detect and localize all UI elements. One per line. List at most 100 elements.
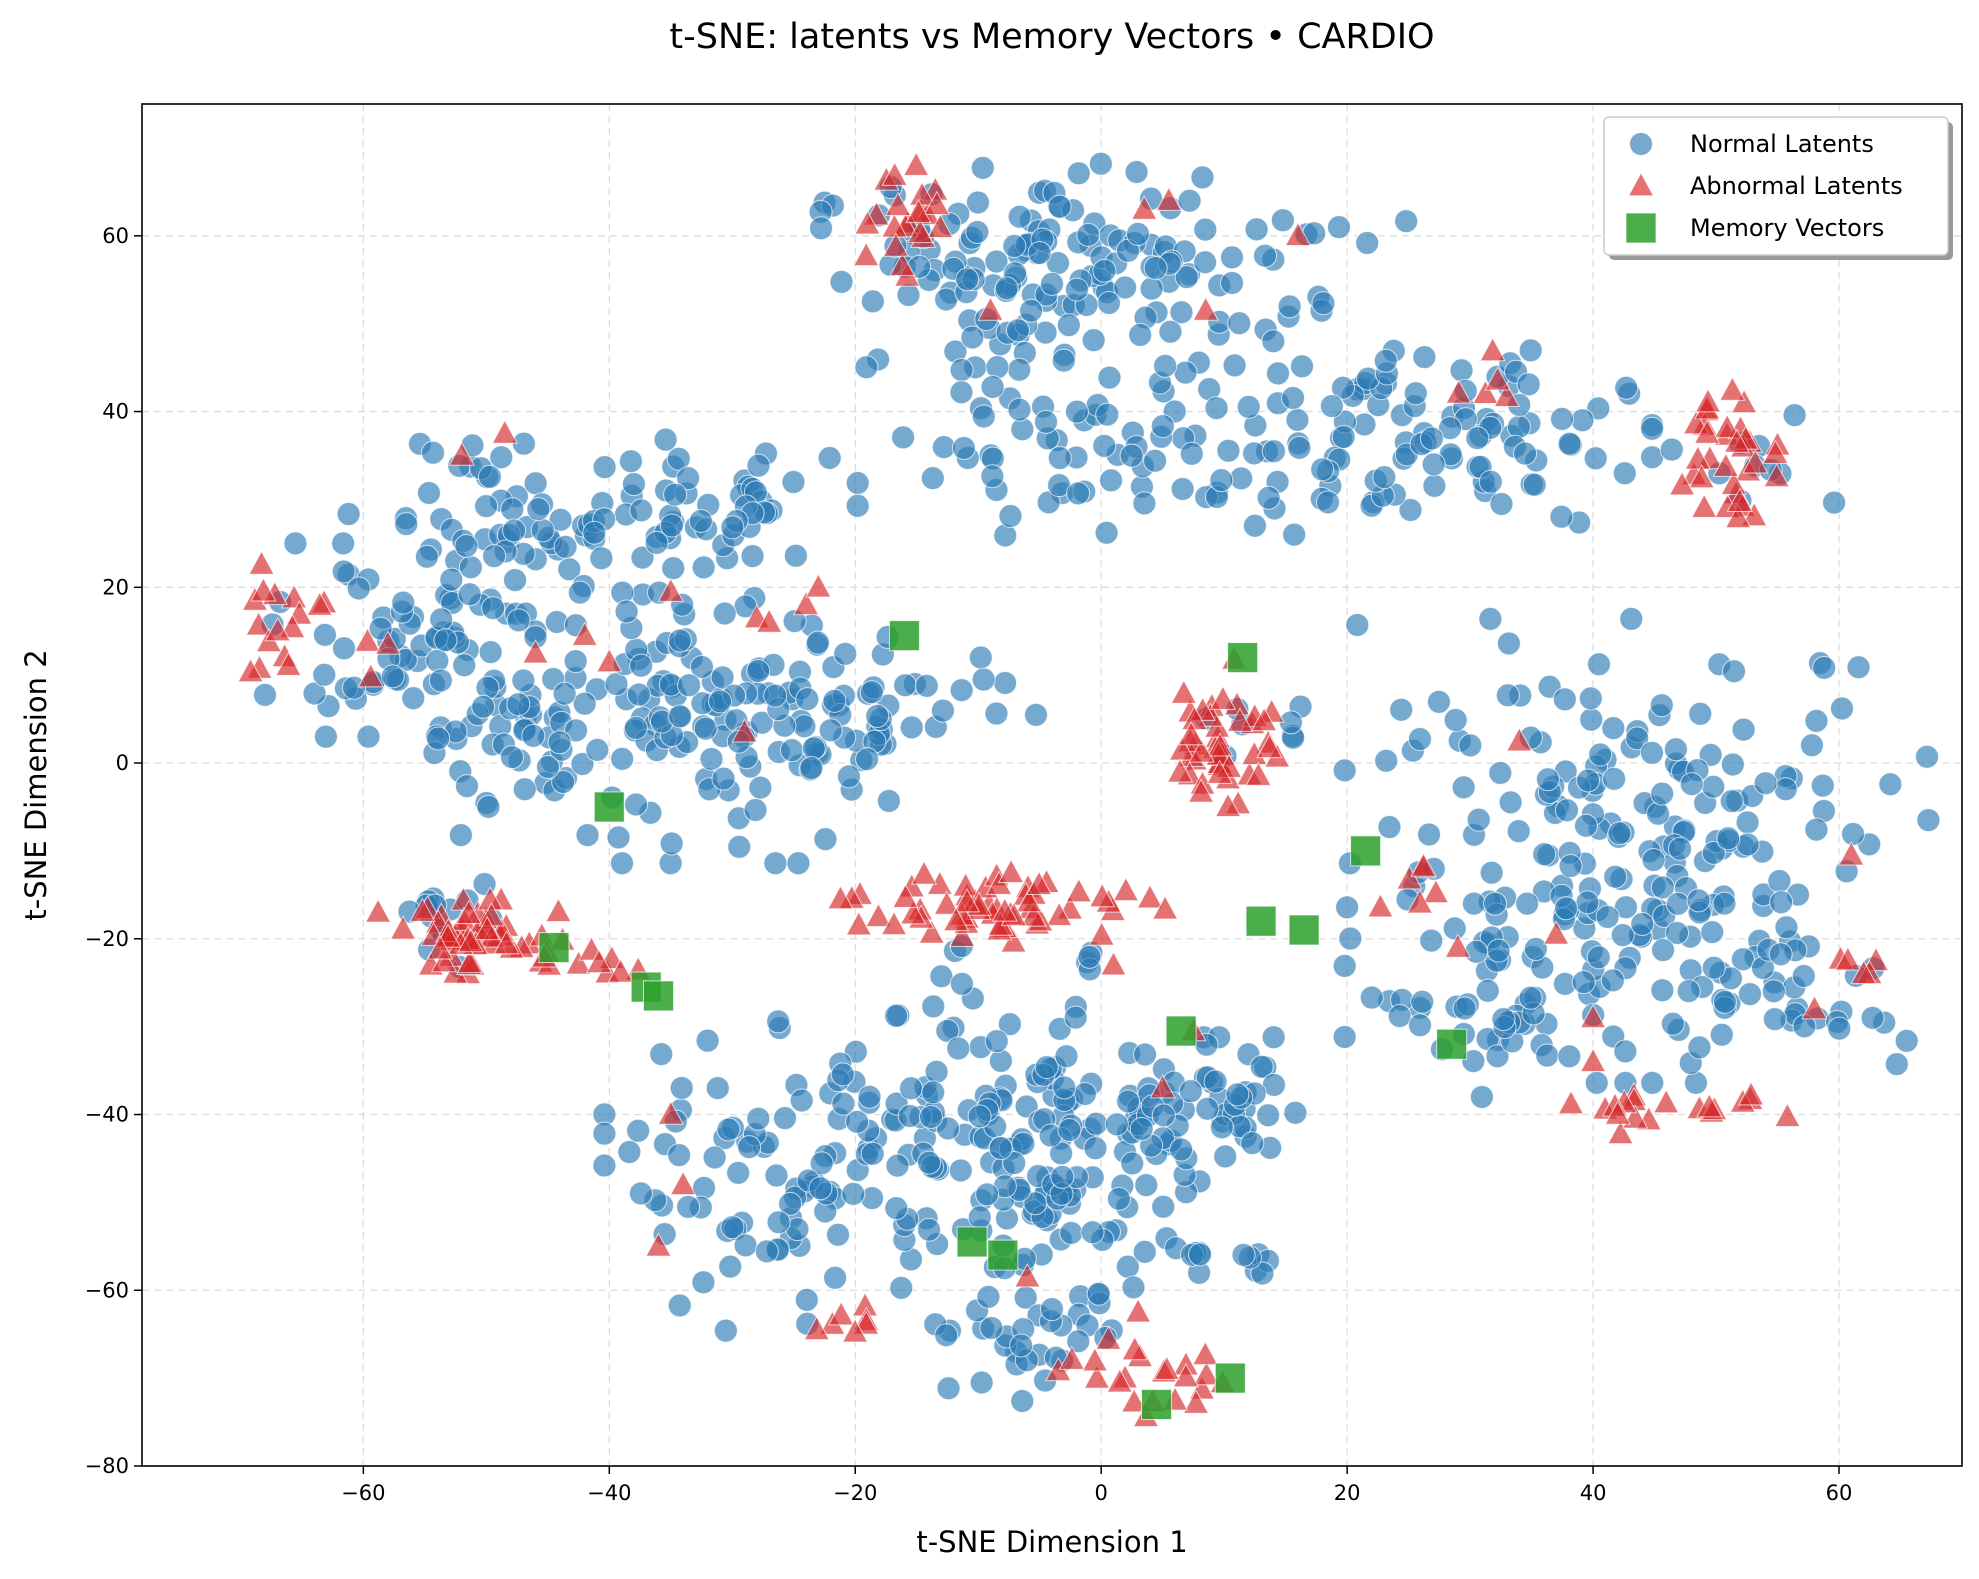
normal-latent-point [1086, 1281, 1111, 1306]
abnormal-latent-point [456, 948, 483, 974]
abnormal-latent-point [1106, 1368, 1133, 1393]
normal-latent-point [949, 678, 974, 703]
normal-latent-point [1646, 801, 1671, 826]
abnormal-latent-point [645, 1232, 672, 1257]
normal-latent-point [1603, 864, 1628, 889]
normal-latent-point [917, 1150, 942, 1175]
abnormal-latent-point [1170, 679, 1197, 704]
normal-latent-point [914, 673, 939, 698]
normal-latent-point [1169, 1137, 1194, 1162]
normal-latent-point [994, 276, 1019, 301]
normal-latent-point [1458, 733, 1483, 758]
normal-latent-point [1761, 979, 1786, 1004]
abnormal-latent-point [1192, 296, 1219, 321]
normal-latent-point [1064, 399, 1089, 424]
normal-latent-point [893, 673, 918, 698]
abnormal-latent-point [1694, 388, 1722, 413]
normal-latent-point [659, 513, 684, 538]
normal-latent-point [1570, 408, 1595, 433]
normal-latent-point [1478, 469, 1503, 494]
normal-latent-point [521, 723, 546, 748]
normal-latent-point [955, 267, 980, 292]
abnormal-latent-point [1015, 887, 1043, 913]
abnormal-latent-point [545, 897, 572, 923]
normal-latent-point [1177, 188, 1202, 213]
normal-latent-point [1377, 815, 1402, 840]
abnormal-latent-point [1484, 366, 1511, 391]
normal-latent-point [1464, 939, 1489, 964]
abnormal-latent-point [1725, 503, 1752, 529]
normal-latent-point [857, 1084, 882, 1109]
normal-latent-point [564, 718, 589, 743]
normal-latent-point [1009, 1333, 1034, 1358]
abnormal-latent-point [1089, 882, 1116, 908]
normal-latent-point [1129, 1116, 1154, 1141]
normal-latent-point [708, 689, 733, 714]
abnormal-latent-point [1604, 1100, 1631, 1125]
normal-latent-point [1830, 696, 1855, 721]
normal-latent-point [1619, 606, 1644, 631]
normal-latent-point [624, 792, 649, 817]
normal-latent-point [1625, 726, 1650, 751]
normal-latent-point [1220, 270, 1245, 295]
x-tick-label: 0 [1095, 1481, 1108, 1505]
normal-latent-point [897, 1104, 922, 1129]
normal-latent-point [1846, 655, 1871, 680]
normal-latent-point [949, 380, 974, 405]
normal-latent-point [1583, 446, 1608, 471]
normal-latent-point [699, 746, 724, 771]
abnormal-latent-point [493, 929, 520, 955]
normal-latent-point [391, 590, 416, 615]
legend-label-abnormal: Abnormal Latents [1690, 172, 1903, 200]
normal-latent-point [1478, 606, 1503, 631]
normal-latent-point [668, 704, 693, 729]
normal-latent-point [1660, 1011, 1685, 1036]
normal-latent-point [1227, 311, 1252, 336]
normal-latent-point [1768, 942, 1793, 967]
normal-latent-point [1283, 1100, 1308, 1125]
normal-latent-point [1426, 689, 1451, 714]
normal-latent-point [980, 464, 1005, 489]
normal-latent-point [763, 683, 788, 708]
normal-latent-point [1116, 1089, 1141, 1114]
normal-latent-point [1417, 822, 1442, 847]
normal-latent-point [1804, 817, 1829, 842]
abnormal-latent-point [248, 550, 275, 575]
normal-latent-point [1007, 357, 1032, 382]
normal-latent-point [1034, 409, 1059, 434]
abnormal-latent-point [755, 608, 783, 633]
normal-latent-point [1716, 826, 1741, 851]
normal-latent-point [1701, 955, 1726, 980]
abnormal-latent-point [1088, 921, 1115, 946]
abnormal-latent-point [881, 161, 908, 186]
normal-latent-point [1143, 256, 1168, 281]
normal-latent-point [1686, 888, 1711, 913]
abnormal-latent-point [805, 573, 832, 598]
normal-latent-point [1554, 896, 1579, 921]
normal-latent-point [1250, 1261, 1275, 1286]
normal-latent-point [1188, 1242, 1213, 1267]
normal-latent-point [1335, 895, 1360, 920]
normal-latent-point [1687, 1035, 1712, 1060]
normal-latent-point [1372, 465, 1397, 490]
normal-latent-point [1720, 752, 1745, 777]
normal-latent-point [1419, 928, 1444, 953]
normal-latent-point [833, 641, 858, 666]
normal-latent-point [609, 851, 634, 876]
abnormal-latent-point [1155, 186, 1183, 211]
y-tick-label: −40 [85, 1103, 129, 1127]
abnormal-latent-point [884, 191, 912, 216]
normal-latent-point [572, 691, 597, 716]
normal-latent-point [1332, 953, 1357, 978]
normal-latent-point [1408, 1013, 1433, 1038]
normal-latent-point [1355, 231, 1380, 256]
abnormal-latent-point [357, 663, 384, 688]
normal-latent-point [1774, 915, 1799, 940]
normal-latent-point [575, 823, 600, 848]
normal-latent-point [503, 568, 528, 593]
x-tick-label: 60 [1826, 1481, 1853, 1505]
normal-latent-point [425, 648, 450, 673]
normal-latent-point [1810, 773, 1835, 798]
abnormal-latent-point [905, 198, 932, 224]
normal-latent-point [779, 738, 804, 763]
